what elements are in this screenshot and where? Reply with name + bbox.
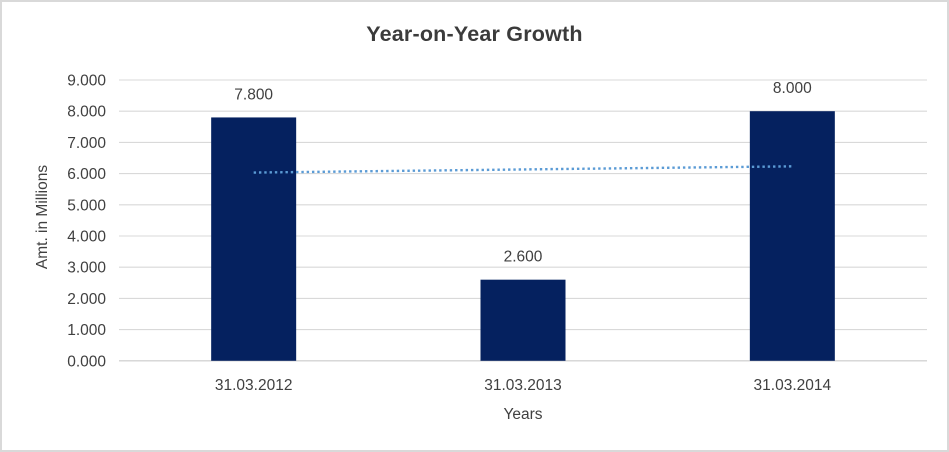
x-tick-label: 31.03.2013: [484, 377, 562, 394]
y-tick-label: 9.000: [67, 73, 106, 90]
y-tick-label: 1.000: [67, 322, 106, 339]
y-tick-label: 0.000: [67, 353, 106, 370]
y-tick-label: 2.000: [67, 291, 106, 308]
bar: [211, 117, 297, 361]
bar-data-label: 7.800: [234, 86, 273, 103]
y-tick-label: 8.000: [67, 104, 106, 121]
y-tick-label: 5.000: [67, 197, 106, 214]
chart-title: Year-on-Year Growth: [366, 22, 583, 46]
y-tick-label: 3.000: [67, 260, 106, 277]
x-axis-title: Years: [503, 406, 543, 423]
x-tick-label: 31.03.2012: [215, 377, 293, 394]
bar: [749, 111, 835, 361]
y-tick-label: 4.000: [67, 229, 106, 246]
bar-data-label: 2.600: [504, 249, 543, 266]
bar-data-label: 8.000: [773, 80, 812, 97]
bar: [480, 279, 566, 361]
y-tick-label: 6.000: [67, 166, 106, 183]
y-tick-label: 7.000: [67, 135, 106, 152]
x-tick-label: 31.03.2014: [754, 377, 832, 394]
trendline: [253, 165, 793, 174]
